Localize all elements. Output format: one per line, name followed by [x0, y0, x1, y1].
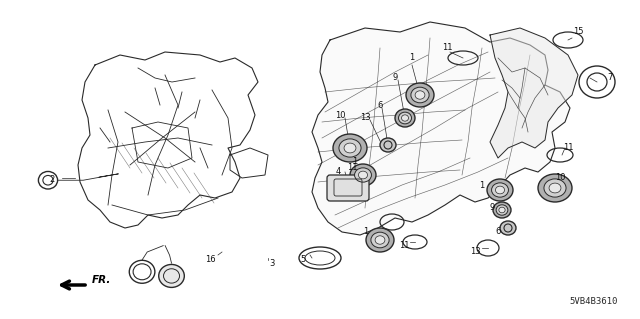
Ellipse shape: [495, 186, 504, 194]
Text: 4: 4: [335, 167, 340, 176]
Polygon shape: [490, 28, 578, 158]
Ellipse shape: [375, 236, 385, 244]
Text: 16: 16: [205, 256, 215, 264]
Ellipse shape: [339, 139, 361, 157]
Ellipse shape: [401, 115, 408, 121]
Text: 13: 13: [470, 248, 480, 256]
Ellipse shape: [344, 143, 356, 153]
Text: 15: 15: [573, 27, 583, 36]
Text: FR.: FR.: [92, 275, 111, 285]
Text: 7: 7: [607, 73, 612, 83]
Ellipse shape: [411, 87, 429, 103]
Ellipse shape: [159, 264, 184, 287]
Text: 3: 3: [269, 259, 275, 269]
Text: 13: 13: [360, 114, 371, 122]
Text: 11: 11: [442, 43, 452, 53]
Ellipse shape: [500, 221, 516, 235]
Text: 9: 9: [490, 204, 495, 212]
Text: 1: 1: [364, 227, 369, 236]
Polygon shape: [312, 22, 570, 235]
Ellipse shape: [366, 228, 394, 252]
FancyBboxPatch shape: [327, 175, 369, 201]
Ellipse shape: [492, 183, 508, 197]
Text: 1: 1: [479, 181, 484, 189]
Text: 10: 10: [335, 110, 345, 120]
Text: 1: 1: [353, 158, 358, 167]
Ellipse shape: [399, 112, 412, 124]
Ellipse shape: [355, 168, 371, 182]
Text: 5: 5: [300, 256, 306, 264]
Ellipse shape: [371, 232, 389, 248]
Ellipse shape: [406, 83, 434, 107]
Text: 6: 6: [495, 227, 500, 236]
Text: 11: 11: [563, 144, 573, 152]
Text: 2: 2: [49, 175, 54, 184]
Text: 10: 10: [555, 174, 565, 182]
Text: 9: 9: [392, 73, 397, 83]
Text: 5VB4B3610: 5VB4B3610: [569, 297, 618, 306]
Ellipse shape: [380, 138, 396, 152]
Ellipse shape: [487, 179, 513, 201]
Ellipse shape: [358, 171, 367, 179]
Text: 1: 1: [410, 54, 415, 63]
Text: 11: 11: [399, 241, 409, 250]
Ellipse shape: [395, 109, 415, 127]
Ellipse shape: [538, 174, 572, 202]
Ellipse shape: [333, 134, 367, 162]
Text: 6: 6: [378, 100, 383, 109]
Ellipse shape: [499, 207, 505, 213]
Ellipse shape: [549, 183, 561, 193]
Ellipse shape: [415, 91, 425, 99]
Ellipse shape: [493, 202, 511, 218]
Ellipse shape: [350, 164, 376, 186]
Ellipse shape: [544, 179, 566, 197]
Ellipse shape: [496, 205, 508, 215]
Text: 11: 11: [347, 164, 357, 173]
